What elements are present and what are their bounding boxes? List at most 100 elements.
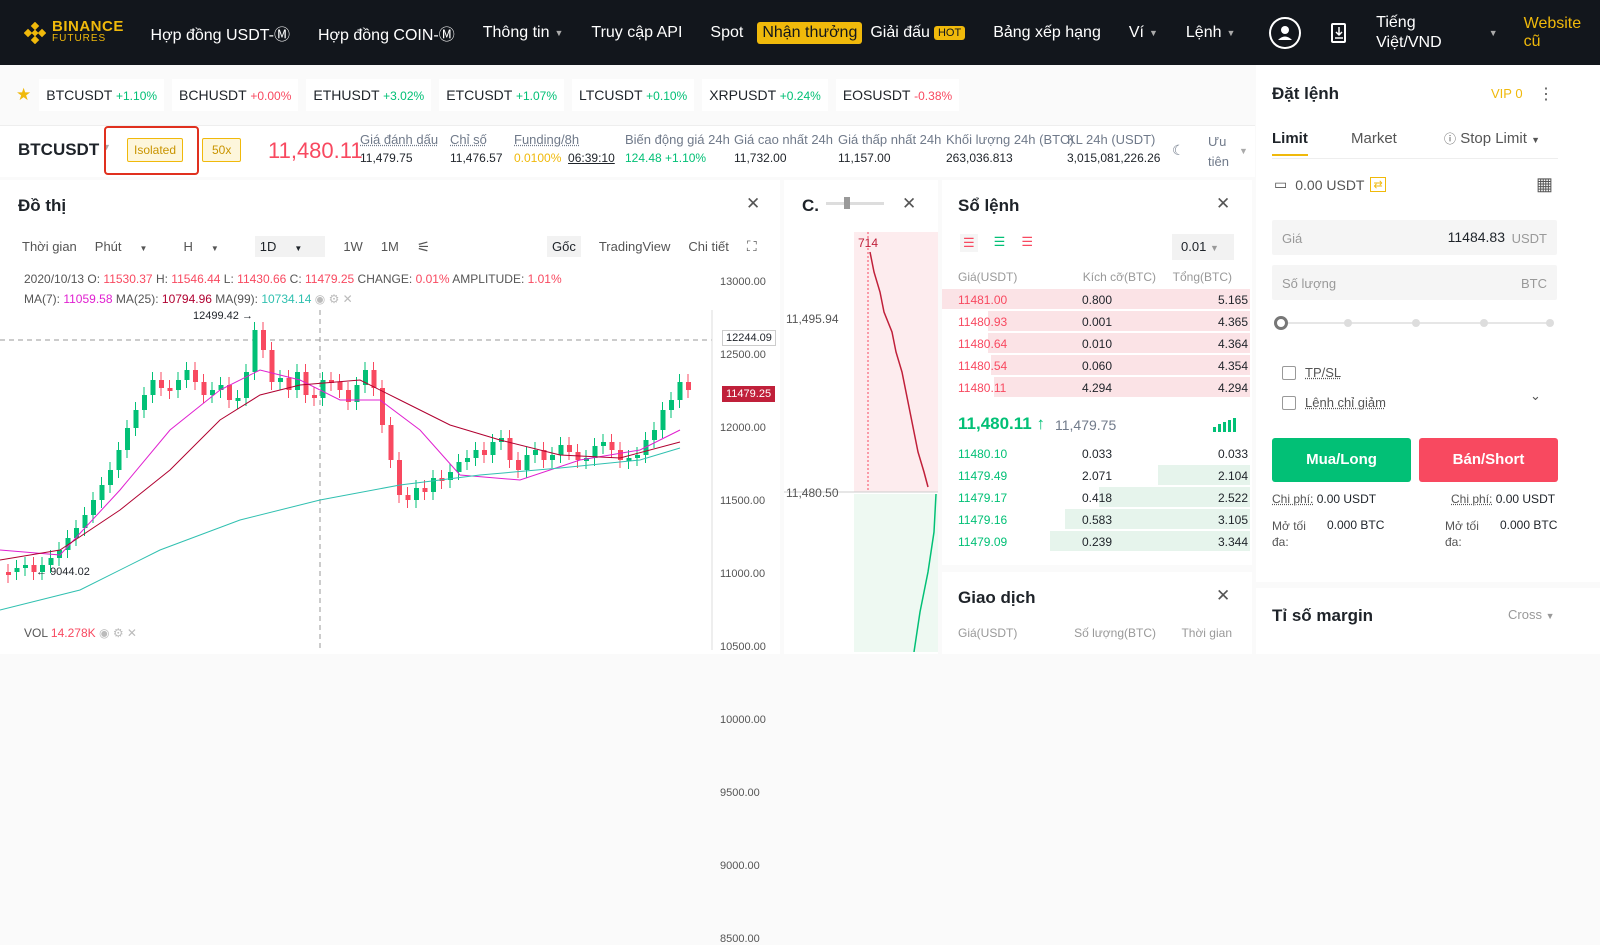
orderbook-row[interactable]: 11480.54 0.060 4.354 bbox=[942, 355, 1250, 376]
candlestick-chart[interactable] bbox=[0, 310, 780, 650]
precision-select[interactable]: 0.01 ▼ bbox=[1172, 234, 1234, 260]
interval-hour[interactable]: H ▼ bbox=[183, 239, 236, 254]
orderbook-row[interactable]: 11480.11 4.294 4.294 bbox=[942, 377, 1250, 398]
chevron-double-down-icon[interactable]: ⌄ bbox=[1530, 388, 1541, 404]
nav-coin-contracts[interactable]: Hợp đồng COIN-Ⓜ bbox=[318, 21, 455, 45]
slider-handle[interactable] bbox=[1274, 316, 1288, 330]
tpsl-checkbox[interactable] bbox=[1282, 366, 1296, 380]
max-price-label: 12499.42 → bbox=[193, 310, 253, 322]
ticker-btcusdt[interactable]: BTCUSDT +1.10% bbox=[39, 79, 164, 111]
orderbook-row[interactable]: 11479.49 2.071 2.104 bbox=[942, 465, 1250, 486]
interval-minute[interactable]: Phút ▼ bbox=[95, 239, 166, 254]
legacy-website-link[interactable]: Website cũ bbox=[1524, 15, 1600, 51]
stat-label: Funding/8h bbox=[514, 132, 615, 147]
view-asks-icon[interactable]: ☰ bbox=[1021, 234, 1033, 252]
eye-icon[interactable]: ◉ bbox=[315, 292, 325, 306]
sell-short-button[interactable]: Bán/Short bbox=[1419, 438, 1558, 482]
settings-icon[interactable]: ⚙ bbox=[329, 292, 340, 306]
user-account-icon[interactable] bbox=[1269, 17, 1300, 49]
dark-mode-icon[interactable]: ☾ bbox=[1172, 142, 1185, 159]
close-icon[interactable]: ✕ bbox=[1216, 194, 1230, 214]
fullscreen-icon[interactable]: ⛶ bbox=[747, 238, 757, 255]
view-bids-icon[interactable]: ☰ bbox=[994, 234, 1006, 252]
row-price: 11479.09 bbox=[958, 535, 1007, 549]
buy-long-button[interactable]: Mua/Long bbox=[1272, 438, 1411, 482]
quantity-input[interactable]: Số lượng BTC bbox=[1272, 265, 1557, 300]
more-icon[interactable]: ⋮ bbox=[1538, 84, 1554, 104]
language-selector[interactable]: Tiếng Việt/VND bbox=[1376, 13, 1483, 53]
orderbook-row[interactable]: 11479.17 0.418 2.522 bbox=[942, 487, 1250, 508]
binance-futures-logo[interactable]: BINANCE FUTURES bbox=[24, 21, 131, 45]
close-icon[interactable]: ✕ bbox=[1216, 586, 1230, 606]
tab-limit[interactable]: Limit bbox=[1272, 130, 1308, 156]
interval-1m[interactable]: 1M bbox=[381, 239, 399, 254]
margin-mode-label[interactable]: Cross ▼ bbox=[1508, 607, 1555, 622]
close-icon[interactable]: ✕ bbox=[746, 194, 760, 214]
ticker-ltcusdt[interactable]: LTCUSDT +0.10% bbox=[572, 79, 694, 111]
nav-spot[interactable]: Spot bbox=[710, 24, 743, 42]
symbol-selector[interactable]: BTCUSDT bbox=[18, 140, 99, 160]
view-tab-detail[interactable]: Chi tiết bbox=[688, 239, 728, 254]
favorite-star-icon[interactable]: ★ bbox=[16, 85, 31, 105]
nav-info[interactable]: Thông tin ▼ bbox=[483, 24, 564, 42]
view-both-icon[interactable]: ☰ bbox=[960, 234, 978, 252]
transfer-icon[interactable]: ⇄ bbox=[1370, 177, 1385, 192]
ticker-eosusdt[interactable]: EOSUSDT -0.38% bbox=[836, 79, 959, 111]
ticker-bchusdt[interactable]: BCHUSDT +0.00% bbox=[172, 79, 298, 111]
close-icon[interactable]: ✕ bbox=[343, 292, 353, 306]
orderbook-row[interactable]: 11479.16 0.583 3.105 bbox=[942, 509, 1250, 530]
orderbook-row[interactable]: 11479.09 0.239 3.344 bbox=[942, 531, 1250, 552]
col-size: Kích cỡ(BTC) bbox=[1056, 270, 1156, 284]
close-icon[interactable]: ✕ bbox=[902, 194, 916, 214]
close-icon[interactable]: ✕ bbox=[127, 626, 137, 640]
nav-rewards[interactable]: Nhận thưởng bbox=[757, 22, 862, 44]
ohlc-l-label: L: bbox=[224, 272, 234, 286]
view-tab-tradingview[interactable]: TradingView bbox=[599, 239, 671, 254]
settings-icon[interactable]: ⚙ bbox=[113, 626, 124, 640]
ohlc-h-label: H: bbox=[156, 272, 168, 286]
ticker-xrpusdt[interactable]: XRPUSDT +0.24% bbox=[702, 79, 828, 111]
calculator-icon[interactable]: ▦ bbox=[1536, 174, 1553, 195]
tab-stop-limit[interactable]: ⓘ Stop Limit ▼ bbox=[1444, 130, 1540, 147]
slider-handle[interactable] bbox=[844, 197, 850, 209]
orderbook-row[interactable]: 11481.00 0.800 5.165 bbox=[942, 289, 1250, 310]
nav-orders[interactable]: Lệnh ▼ bbox=[1186, 24, 1236, 42]
y-tick-label: 9000.00 bbox=[720, 860, 760, 872]
orderbook-row[interactable]: 11480.93 0.001 4.365 bbox=[942, 311, 1250, 332]
nav-wallet[interactable]: Ví ▼ bbox=[1129, 24, 1158, 42]
quantity-slider[interactable] bbox=[1278, 322, 1552, 324]
eye-icon[interactable]: ◉ bbox=[99, 626, 109, 640]
interval-1w[interactable]: 1W bbox=[343, 239, 363, 254]
reduce-only-checkbox[interactable] bbox=[1282, 396, 1296, 410]
margin-mode-button[interactable]: Isolated bbox=[127, 138, 183, 162]
depth-price-low: 11,480.50 bbox=[786, 486, 839, 500]
preferences-dropdown[interactable]: Ưu tiên bbox=[1208, 132, 1230, 172]
interval-1d[interactable]: 1D ▼ bbox=[255, 236, 326, 257]
nav-leaderboard[interactable]: Bảng xếp hạng bbox=[993, 24, 1101, 42]
tab-market[interactable]: Market bbox=[1351, 130, 1397, 147]
download-app-icon[interactable] bbox=[1331, 23, 1347, 43]
orderbook-row[interactable]: 11480.64 0.010 4.364 bbox=[942, 333, 1250, 354]
price-input[interactable]: Giá 11484.83 USDT bbox=[1272, 220, 1557, 255]
max-open-sell: 0.000 BTC bbox=[1500, 518, 1557, 532]
row-total: 2.522 bbox=[1218, 491, 1248, 505]
row-size: 4.294 bbox=[1082, 381, 1112, 395]
depth-zoom-slider[interactable] bbox=[826, 202, 884, 205]
orderbook-row[interactable]: 11480.10 0.033 0.033 bbox=[942, 443, 1250, 464]
ticker-ethusdt[interactable]: ETHUSDT +3.02% bbox=[306, 79, 431, 111]
chevron-down-icon: ▼ bbox=[1531, 135, 1540, 145]
chart-settings-icon[interactable]: ⚟ bbox=[417, 238, 430, 256]
interval-time[interactable]: Thời gian bbox=[22, 239, 77, 254]
view-tab-original[interactable]: Gốc bbox=[547, 236, 581, 257]
depth-bar bbox=[988, 333, 1250, 353]
nav-tournament[interactable]: Giải đấu HOT bbox=[870, 24, 965, 42]
stat-label: Giá đánh dấu bbox=[360, 132, 438, 147]
nav-usdt-contracts[interactable]: Hợp đồng USDT-Ⓜ bbox=[151, 21, 290, 45]
chart-view-tabs: Gốc TradingView Chi tiết ⛶ bbox=[547, 236, 775, 257]
ticker-etcusdt[interactable]: ETCUSDT +1.07% bbox=[439, 79, 564, 111]
leverage-button[interactable]: 50x bbox=[202, 138, 241, 162]
nav-api-access[interactable]: Truy cập API bbox=[591, 24, 682, 42]
logo-text-top: BINANCE bbox=[52, 21, 124, 33]
row-price: 11480.64 bbox=[958, 337, 1007, 351]
chevron-down-icon: ▼ bbox=[1489, 28, 1498, 38]
